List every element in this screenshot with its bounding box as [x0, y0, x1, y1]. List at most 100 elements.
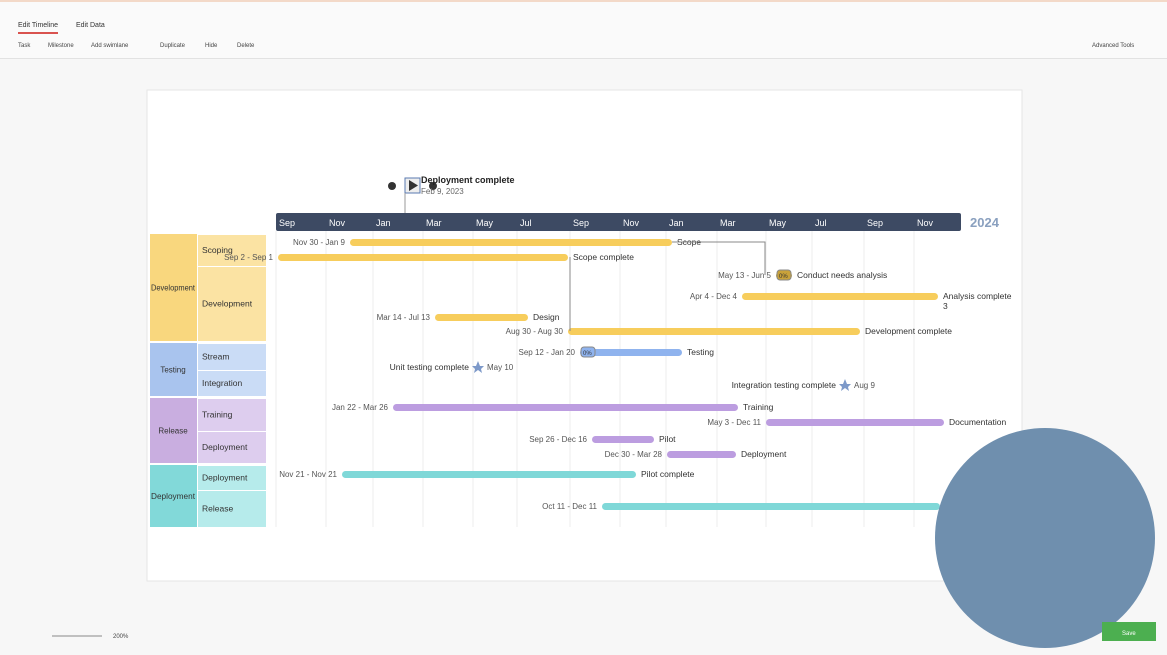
webcam: [935, 428, 1155, 648]
task-name: Conduct needs analysis: [797, 270, 887, 280]
task-dates: Aug 30 - Aug 30: [506, 327, 564, 336]
lane-label: Training: [202, 410, 233, 420]
lane: [198, 344, 266, 370]
button[interactable]: Task: [18, 43, 31, 49]
tab[interactable]: Edit Data: [76, 22, 105, 29]
lane-label: Deployment: [202, 473, 248, 483]
zoom-label: 200%: [113, 634, 129, 640]
task-dates: May 3 - Dec 11: [707, 418, 761, 427]
task-bar: [278, 254, 568, 261]
task-dates: Oct 11 - Dec 11: [542, 502, 597, 511]
badge: [776, 269, 792, 281]
lane-label: Stream: [202, 352, 229, 362]
lane: [198, 371, 266, 396]
task-dates: May 13 - Jun 5: [718, 271, 771, 280]
badge: 0%: [583, 351, 592, 357]
lane: [198, 267, 266, 341]
task-name: Integration testing complete: [732, 380, 837, 390]
task-bar: [742, 293, 938, 300]
task-bar: [350, 239, 672, 246]
task-bar: [592, 436, 654, 443]
month-label: Sep: [867, 218, 883, 228]
timescale: [276, 213, 961, 231]
lane-label: Development: [202, 299, 253, 309]
task-bar: [393, 404, 738, 411]
month-label: Jan: [669, 218, 684, 228]
button[interactable]: Duplicate: [160, 43, 186, 49]
month-label: Mar: [720, 218, 736, 228]
lane: [198, 466, 266, 490]
lane: [198, 399, 266, 431]
button[interactable]: Hide: [205, 43, 218, 49]
month-label: Nov: [329, 218, 346, 228]
month-label: Nov: [623, 218, 640, 228]
milestone-title: Deployment complete: [421, 175, 515, 185]
task-dates: May 10: [487, 363, 514, 372]
task-name: Design: [533, 312, 560, 322]
task-bar: [667, 451, 736, 458]
button[interactable]: Add swimlane: [91, 43, 129, 49]
task-name: Scope complete: [573, 252, 634, 262]
task-bar: [580, 349, 682, 356]
task-dates: Mar 14 - Jul 13: [377, 313, 431, 322]
milestone-icon: [409, 180, 418, 191]
button[interactable]: Milestone: [48, 43, 74, 49]
handle: [429, 182, 437, 190]
lane-label: Release: [202, 504, 233, 514]
swimlane-label: Release: [158, 427, 188, 436]
badge: [580, 346, 596, 358]
task-dates: Apr 4 - Dec 4: [690, 292, 738, 301]
button[interactable]: Delete: [237, 43, 255, 49]
swimlane-label: Testing: [160, 366, 185, 375]
month-label: May: [476, 218, 494, 228]
canvas: Deployment complete Feb 9, 2023 Sep Nov Jan M…: [52, 89, 1156, 648]
year-label: 2024: [970, 215, 1000, 230]
task-name: Documentation: [949, 417, 1006, 427]
lane-label: Integration: [202, 378, 242, 388]
task-dates: Dec 30 - Mar 28: [605, 450, 663, 459]
swimlane: [150, 398, 197, 463]
swimlane: [150, 343, 197, 396]
month-label: Nov: [917, 218, 934, 228]
dependency: [672, 241, 766, 275]
tab[interactable]: Edit Timeline: [18, 22, 59, 34]
month-label: Jul: [815, 218, 827, 228]
month-label: Jan: [376, 218, 391, 228]
task-name: Pilot complete: [641, 469, 695, 479]
swimlane-label: Development: [151, 284, 196, 293]
task-name: Training: [743, 402, 774, 412]
month-label: Mar: [426, 218, 442, 228]
lane: [198, 235, 266, 266]
month-label: Jul: [520, 218, 532, 228]
task-name: Development complete: [865, 326, 952, 336]
task-bar: [766, 419, 944, 426]
lane-label: Scoping: [202, 245, 233, 255]
task-name: Unit testing complete: [390, 362, 470, 372]
task-bar: [435, 314, 528, 321]
task-dates: Nov 30 - Jan 9: [293, 238, 346, 247]
task-name: 3: [943, 301, 948, 311]
task-name: Pilot: [659, 434, 676, 444]
badge: 0%: [779, 274, 788, 280]
milestone-star: [839, 379, 851, 391]
task-name: Analysis complete: [943, 291, 1012, 301]
lane-label: Deployment: [202, 442, 248, 452]
lane: [198, 432, 266, 463]
swimlane: [150, 465, 197, 527]
task-bar: [568, 328, 860, 335]
task-dates: Sep 26 - Dec 16: [529, 435, 587, 444]
slide: [146, 89, 1023, 582]
task-dates: Sep 12 - Jan 20: [519, 348, 576, 357]
handle: [388, 182, 396, 190]
task-bar: [602, 503, 940, 510]
button[interactable]: Advanced Tools: [1092, 43, 1135, 49]
task-dates: Jan 22 - Mar 26: [332, 403, 389, 412]
task-bar: [342, 471, 636, 478]
task-dates: Nov 21 - Nov 21: [279, 470, 337, 479]
milestone-date: Feb 9, 2023: [421, 187, 464, 196]
save-button: [1102, 622, 1156, 641]
task-name: Deployment: [741, 449, 787, 459]
milestone-star: [472, 361, 484, 373]
save-label: Save: [1122, 631, 1136, 637]
